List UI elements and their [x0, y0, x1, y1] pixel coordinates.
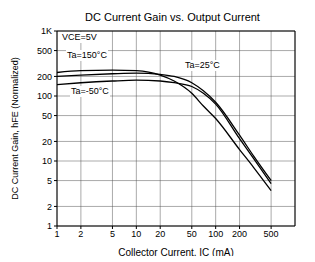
svg-text:2: 2	[47, 202, 52, 212]
svg-text:5: 5	[110, 229, 115, 239]
html-text:Ta=-50°C: Ta=-50°C	[71, 86, 109, 96]
svg-text:1K: 1K	[41, 26, 52, 36]
svg-text:20: 20	[155, 229, 165, 239]
svg-text:50: 50	[42, 111, 52, 121]
html-text:Ta=150°C: Ta=150°C	[67, 50, 107, 60]
svg-text:200: 200	[37, 72, 52, 82]
svg-text:DC Current Gain, hFE (Normaliz: DC Current Gain, hFE (Normalized)	[10, 57, 20, 200]
html-text:VCE=5V: VCE=5V	[62, 32, 97, 42]
svg-text:200: 200	[232, 229, 247, 239]
html-text:Ta=25°C: Ta=25°C	[185, 60, 220, 70]
svg-text:50: 50	[187, 229, 197, 239]
svg-text:500: 500	[37, 46, 52, 56]
svg-text:1: 1	[54, 229, 59, 239]
svg-text:5: 5	[47, 176, 52, 186]
svg-text:100: 100	[208, 229, 223, 239]
svg-text:10: 10	[42, 156, 52, 166]
svg-text:1: 1	[47, 221, 52, 231]
svg-text:2: 2	[78, 229, 83, 239]
svg-text:500: 500	[264, 229, 279, 239]
html-text:DC Current Gain vs. Output Cur: DC Current Gain vs. Output Current	[85, 11, 260, 23]
svg-text:20: 20	[42, 137, 52, 147]
svg-text:100: 100	[37, 91, 52, 101]
svg-text:10: 10	[131, 229, 141, 239]
svg-text:Collector Current, IC (mA): Collector Current, IC (mA)	[118, 247, 234, 256]
